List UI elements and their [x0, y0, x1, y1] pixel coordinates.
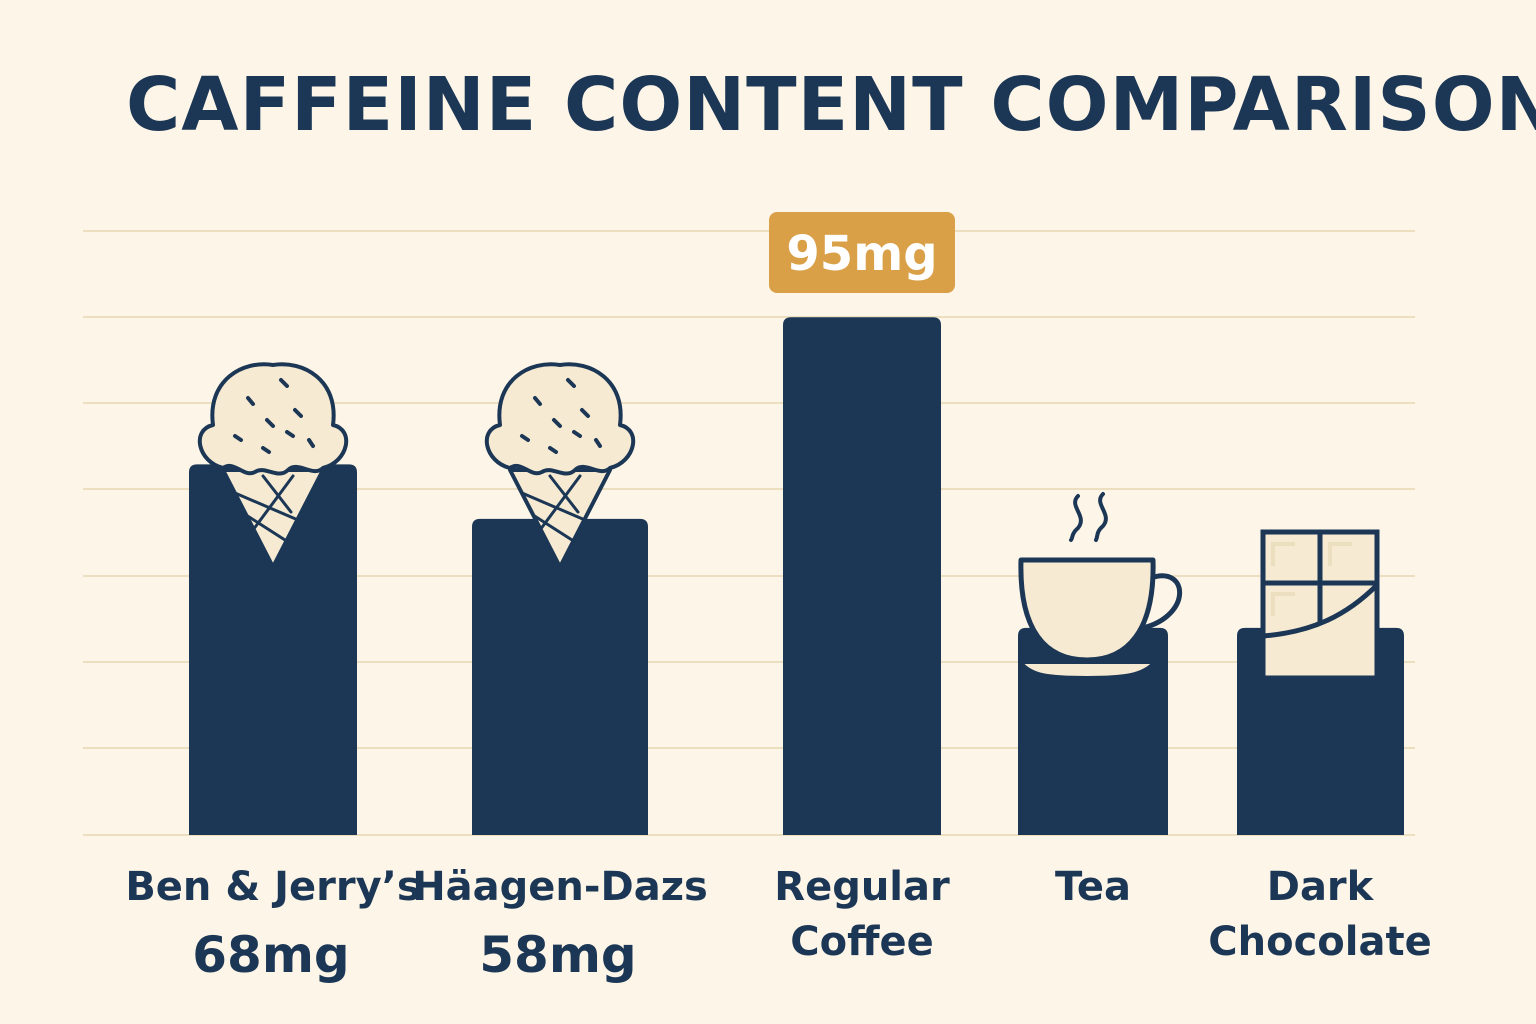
- highlight-badge-bg: [769, 212, 955, 293]
- chart-title: CAFFEINE CONTENT COMPARISON: [126, 62, 1536, 148]
- highlight-value-badge: 95mg: [769, 212, 955, 293]
- chocolate-bar-icon: [1260, 529, 1380, 681]
- category-label: Dark Chocolate: [1208, 864, 1431, 965]
- bar: [189, 464, 357, 835]
- ice-cream-cone-icon: [484, 362, 636, 569]
- category-label: Ben & Jerry’s: [125, 864, 420, 910]
- bar: [1018, 627, 1168, 835]
- value-label: 68mg: [192, 926, 349, 984]
- category-label: Regular Coffee: [774, 864, 950, 965]
- category-label: Tea: [1055, 864, 1131, 910]
- value-label: 58mg: [479, 926, 636, 984]
- ice-cream-cone-icon: [197, 362, 349, 569]
- bar: [472, 518, 648, 835]
- bar: [783, 317, 941, 835]
- category-label: Häagen-Dazs: [412, 864, 708, 910]
- tea-cup-icon: [1018, 492, 1183, 680]
- highlight-badge-text: 95mg: [786, 226, 937, 282]
- icons: [197, 362, 1380, 681]
